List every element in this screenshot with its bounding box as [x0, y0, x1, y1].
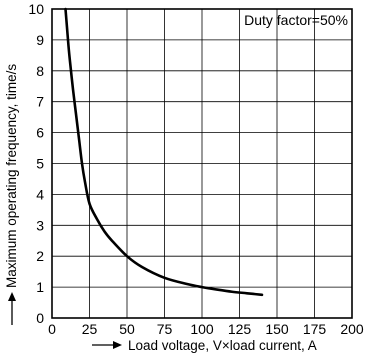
- x-tick-label: 200: [340, 321, 364, 337]
- tick-labels: 0 25 50 75 100 125 150 175 200 0 1 2 3 4 5 6 7 8 9 10: [28, 1, 363, 337]
- y-tick-label: 7: [36, 94, 44, 110]
- x-axis-label: Load voltage, V×load current, A: [128, 338, 317, 353]
- plot-frame: [51, 8, 353, 319]
- y-tick-label: 9: [36, 32, 44, 48]
- duty-factor-annotation: Duty factor=50%: [244, 12, 348, 28]
- y-tick-label: 5: [36, 156, 44, 172]
- y-tick-label: 6: [36, 125, 44, 141]
- x-axis-title: Load voltage, V×load current, A: [92, 338, 317, 353]
- y-tick-label: 1: [36, 279, 44, 295]
- y-tick-label: 0: [36, 310, 44, 326]
- y-tick-label: 10: [28, 1, 44, 17]
- x-tick-label: 125: [228, 321, 252, 337]
- y-tick-label: 8: [36, 63, 44, 79]
- x-tick-label: 175: [303, 321, 327, 337]
- grid: [51, 8, 353, 319]
- x-axis-arrow-head: [113, 341, 122, 349]
- x-tick-label: 100: [190, 321, 214, 337]
- y-axis-label: Maximum operating frequency, time/s: [4, 64, 19, 288]
- y-axis-title: Maximum operating frequency, time/s: [4, 64, 19, 325]
- x-tick-label: 150: [265, 321, 289, 337]
- x-tick-label: 50: [119, 321, 135, 337]
- x-tick-label: 75: [157, 321, 173, 337]
- y-tick-label: 3: [36, 217, 44, 233]
- y-tick-label: 2: [36, 248, 44, 264]
- series-line: [64, 7, 264, 297]
- x-tick-label: 0: [48, 321, 56, 337]
- y-axis-arrow-head: [8, 292, 16, 301]
- x-tick-label: 25: [82, 321, 98, 337]
- y-tick-label: 4: [36, 186, 44, 202]
